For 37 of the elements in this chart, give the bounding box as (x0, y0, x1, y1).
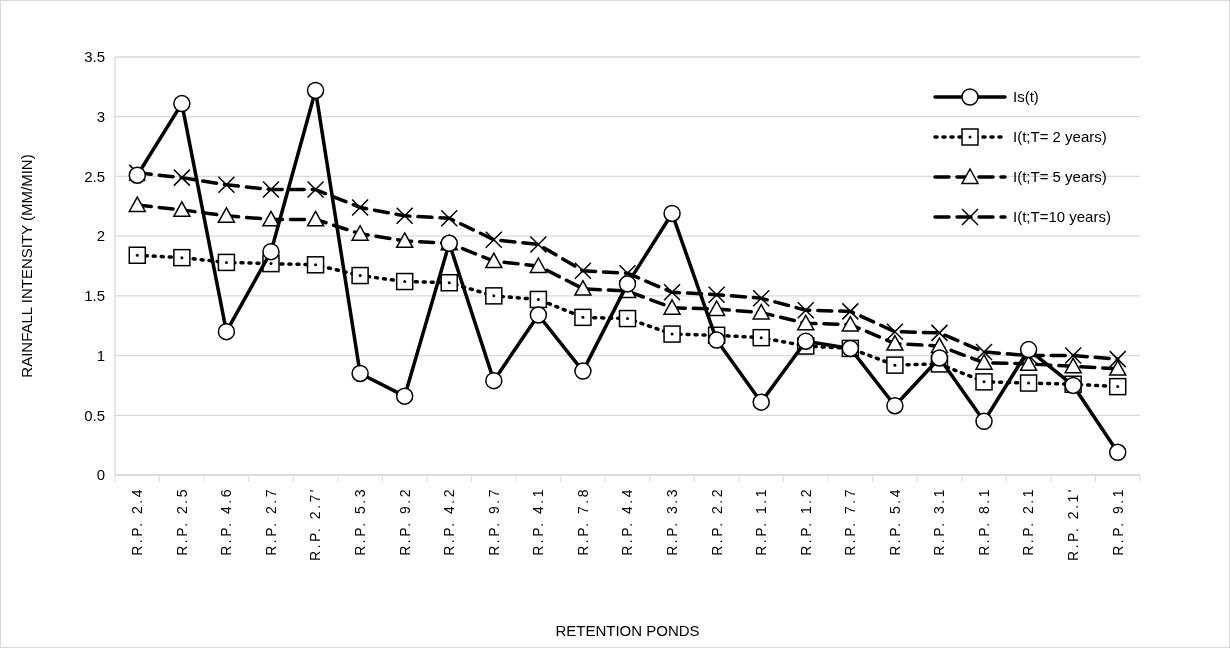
x-tick-label: R.P. 4.1 (530, 487, 547, 556)
y-tick-label: 3 (96, 107, 105, 125)
legend-label: I(t;T=10 years) (1013, 208, 1111, 226)
x-tick-label: R.P. 2.7 (262, 487, 279, 556)
y-tick-label: 2.5 (84, 167, 105, 185)
y-axis-title: RAINFALL INTENSITY (MM/MIN) (18, 154, 35, 378)
x-tick-label: R.P. 5.3 (352, 487, 369, 556)
y-tick-label: 1 (96, 346, 105, 364)
y-tick-label: 2 (96, 227, 105, 245)
x-tick-label: R.P. 1.1 (753, 487, 770, 556)
x-tick-label: R.P. 7.7 (842, 487, 859, 556)
x-tick-label: R.P. 3.1 (931, 487, 948, 556)
x-tick-label: R.P. 9.2 (396, 487, 413, 556)
y-tick-label: 3.5 (84, 48, 105, 66)
x-axis-title: RETENTION PONDS (555, 622, 700, 639)
x-tick-label: R.P. 7.8 (574, 487, 591, 556)
x-tick-label: R.P. 2.1' (1065, 487, 1082, 561)
x-tick-label: R.P. 3.3 (663, 487, 680, 556)
x-tick-label: R.P. 5.4 (886, 487, 903, 556)
x-tick-label: R.P. 9.1 (1109, 487, 1126, 556)
x-tick-label: R.P. 2.2 (708, 487, 725, 556)
x-tick-label: R.P. 4.2 (441, 487, 458, 556)
x-tick-label: R.P. 1.2 (797, 487, 814, 556)
x-tick-label: R.P. 2.4 (129, 487, 146, 556)
x-tick-label: R.P. 4.4 (619, 487, 636, 556)
y-tick-label: 1.5 (84, 287, 105, 305)
x-tick-label: R.P. 4.6 (218, 487, 235, 556)
x-tick-label: R.P. 2.7' (307, 487, 324, 561)
legend-label: Is(t) (1013, 88, 1039, 106)
x-tick-label: R.P. 2.5 (173, 487, 190, 556)
x-tick-label: R.P. 2.1 (1020, 487, 1037, 556)
y-tick-label: 0 (96, 466, 105, 484)
legend-label: I(t;T= 5 years) (1013, 168, 1107, 186)
x-tick-label: R.P. 9.7 (485, 487, 502, 556)
legend-label: I(t;T= 2 years) (1013, 128, 1107, 146)
x-tick-label: R.P. 8.1 (975, 487, 992, 556)
y-tick-label: 0.5 (84, 406, 105, 424)
